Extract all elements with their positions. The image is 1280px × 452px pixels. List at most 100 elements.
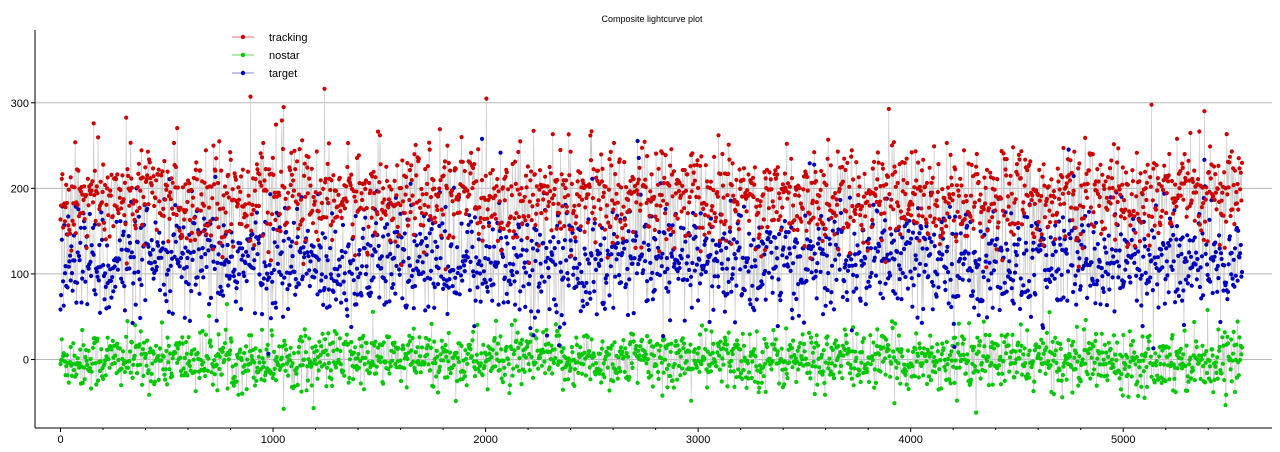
- point-tracking: [661, 181, 666, 186]
- point-nostar: [344, 332, 349, 337]
- point-nostar: [826, 366, 831, 371]
- point-nostar: [203, 373, 208, 379]
- point-tracking: [264, 188, 269, 193]
- point-target: [409, 273, 414, 279]
- point-nostar: [90, 345, 96, 350]
- point-target: [135, 240, 140, 245]
- point-target: [873, 246, 878, 251]
- point-tracking: [257, 172, 262, 177]
- point-target: [492, 244, 497, 249]
- point-target: [622, 246, 627, 251]
- point-tracking: [124, 261, 129, 266]
- point-nostar: [870, 358, 875, 363]
- point-target: [479, 136, 485, 141]
- point-tracking: [476, 231, 481, 236]
- point-tracking: [363, 178, 368, 183]
- point-nostar: [137, 342, 142, 347]
- point-target: [1030, 255, 1035, 260]
- point-nostar: [893, 321, 898, 326]
- point-tracking: [690, 151, 695, 156]
- point-nostar: [125, 319, 130, 324]
- point-nostar: [122, 369, 127, 375]
- point-target: [801, 320, 807, 325]
- point-nostar: [205, 368, 210, 373]
- point-nostar: [949, 358, 955, 363]
- point-target: [239, 257, 244, 262]
- point-nostar: [1054, 360, 1059, 365]
- point-nostar: [180, 341, 185, 346]
- point-tracking: [140, 175, 145, 180]
- point-nostar: [750, 359, 755, 364]
- point-target: [970, 293, 975, 298]
- point-target: [327, 304, 332, 309]
- point-nostar: [331, 348, 336, 354]
- point-nostar: [717, 367, 722, 372]
- point-target: [546, 266, 551, 271]
- point-target: [457, 292, 462, 297]
- point-tracking: [60, 172, 65, 177]
- point-target: [911, 283, 916, 288]
- point-nostar: [1238, 357, 1243, 363]
- point-tracking: [648, 189, 653, 194]
- point-nostar: [459, 343, 464, 349]
- point-nostar: [858, 379, 863, 385]
- point-tracking: [92, 193, 97, 198]
- point-tracking: [426, 204, 431, 209]
- point-nostar: [854, 331, 860, 336]
- point-tracking: [574, 214, 579, 219]
- point-tracking: [495, 238, 500, 243]
- point-tracking: [625, 197, 631, 202]
- point-target: [804, 278, 809, 283]
- point-nostar: [1200, 343, 1205, 348]
- point-target: [571, 265, 576, 270]
- point-tracking: [442, 165, 447, 170]
- point-nostar: [754, 329, 759, 334]
- point-tracking: [217, 207, 222, 212]
- point-nostar: [1147, 333, 1152, 338]
- point-target: [710, 284, 715, 289]
- point-tracking: [368, 188, 373, 193]
- point-tracking: [530, 204, 535, 209]
- point-nostar: [303, 333, 308, 338]
- point-target: [95, 274, 100, 279]
- point-tracking: [407, 168, 412, 173]
- point-nostar: [618, 369, 623, 374]
- point-target: [746, 269, 751, 274]
- point-target: [370, 253, 375, 258]
- point-target: [137, 277, 142, 282]
- point-tracking: [527, 260, 532, 266]
- point-nostar: [684, 359, 689, 364]
- point-nostar: [223, 327, 228, 332]
- point-nostar: [472, 374, 478, 379]
- point-target: [705, 259, 710, 264]
- point-target: [1195, 268, 1201, 273]
- point-target: [1180, 298, 1185, 303]
- point-tracking: [729, 241, 734, 246]
- point-tracking: [280, 146, 286, 152]
- point-nostar: [504, 344, 509, 350]
- point-nostar: [182, 355, 187, 360]
- point-target: [62, 271, 68, 276]
- point-nostar: [244, 387, 249, 392]
- point-target: [675, 269, 680, 274]
- point-target: [462, 269, 467, 274]
- point-nostar: [968, 377, 974, 382]
- point-nostar: [1122, 366, 1127, 371]
- point-target: [602, 236, 607, 241]
- point-nostar: [697, 332, 703, 337]
- point-tracking: [253, 176, 258, 182]
- point-target: [1134, 298, 1139, 303]
- point-target: [383, 279, 388, 284]
- point-target: [972, 305, 977, 310]
- point-target: [85, 302, 90, 307]
- point-target: [868, 274, 873, 279]
- point-nostar: [127, 359, 132, 364]
- point-tracking: [823, 226, 828, 231]
- point-tracking: [605, 255, 610, 260]
- point-nostar: [191, 357, 196, 362]
- point-nostar: [790, 365, 795, 370]
- point-target: [423, 308, 428, 313]
- point-target: [295, 206, 300, 211]
- point-target: [113, 284, 118, 289]
- point-nostar: [193, 389, 198, 394]
